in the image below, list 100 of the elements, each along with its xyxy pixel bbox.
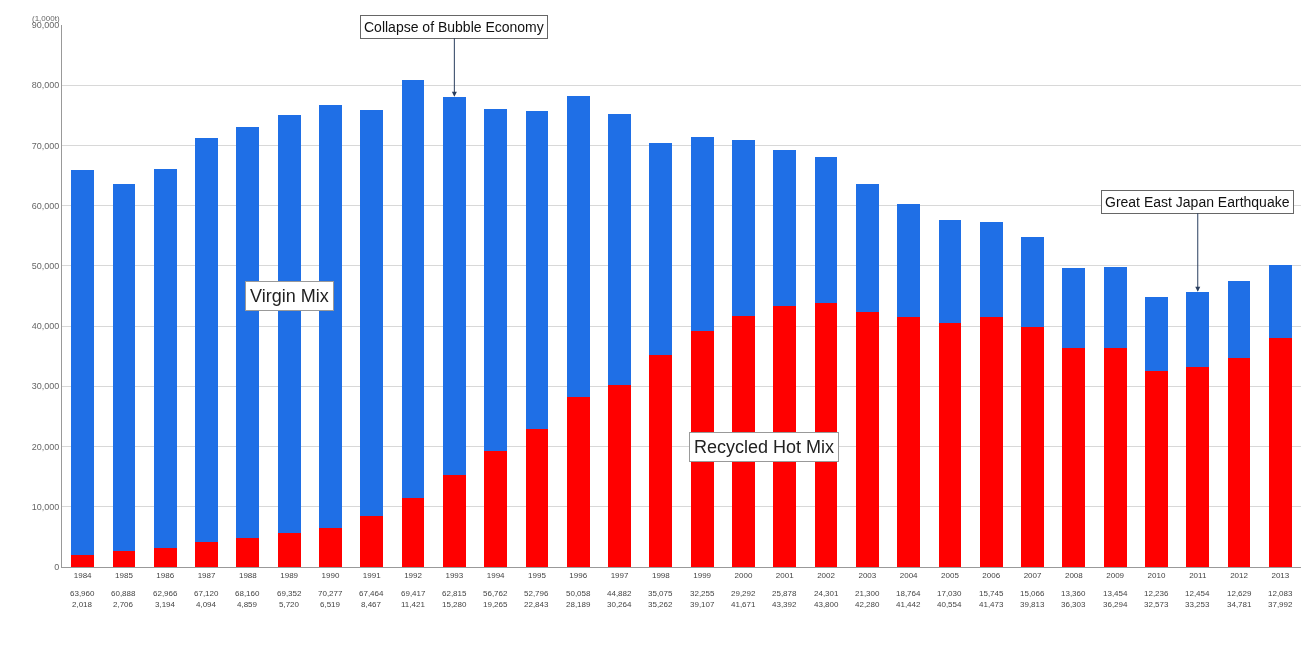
data-label: 67,120: [194, 589, 220, 598]
data-label: 34,781: [1227, 600, 1253, 609]
annotation: Collapse of Bubble Economy: [364, 19, 544, 35]
data-label: 62,966: [153, 589, 179, 598]
x-tick-label: 1992: [404, 570, 423, 580]
bar: [855, 184, 879, 313]
bar: [566, 95, 590, 398]
data-label: 30,264: [607, 600, 633, 609]
bar: [608, 114, 631, 385]
bar: [236, 537, 260, 567]
y-tick-label: 50,000: [31, 261, 60, 272]
data-label: 62,815: [442, 589, 468, 598]
bar: [277, 532, 301, 567]
bar: [1227, 357, 1251, 567]
bar: [525, 111, 549, 430]
bar: [897, 204, 921, 318]
bar: [1103, 267, 1127, 349]
x-tick-label: 2000: [734, 570, 753, 580]
data-label: 40,554: [937, 600, 963, 609]
bar: [938, 322, 962, 567]
data-label: 39,813: [1020, 600, 1046, 609]
data-label: 56,762: [483, 589, 509, 598]
data-label: 69,352: [277, 589, 303, 598]
data-label: 19,265: [483, 600, 509, 609]
data-label: 41,473: [979, 600, 1005, 609]
data-label: 18,764: [896, 589, 922, 598]
data-label: 12,083: [1268, 589, 1294, 598]
data-label: 32,255: [690, 589, 716, 598]
data-label: 41,442: [896, 600, 922, 609]
data-label: 24,301: [814, 589, 840, 598]
data-label: 4,094: [196, 600, 217, 609]
x-tick-label: 2007: [1023, 570, 1042, 580]
bar: [1268, 338, 1292, 567]
data-label: 15,280: [442, 600, 468, 609]
bar: [649, 143, 673, 355]
x-tick-label: 2004: [899, 570, 919, 580]
data-label: 35,262: [648, 600, 674, 609]
data-label: 2,018: [72, 600, 93, 609]
bar: [360, 109, 384, 517]
bar: [195, 542, 218, 567]
data-label: 11,421: [401, 600, 426, 609]
bar: [112, 550, 136, 567]
data-label: 12,454: [1185, 589, 1211, 598]
y-tick-label: 80,000: [31, 80, 60, 91]
bar: [484, 109, 508, 451]
x-tick-label: 2006: [982, 570, 1001, 580]
data-label: 8,467: [361, 600, 382, 609]
annotation: Great East Japan Earthquake: [1105, 194, 1290, 210]
data-label: 4,859: [237, 600, 258, 609]
bar: [690, 137, 714, 332]
data-label: 69,417: [401, 589, 427, 598]
x-tick-label: 1995: [528, 570, 547, 580]
data-label: 22,843: [524, 600, 550, 609]
series-label: Recycled Hot Mix: [694, 437, 835, 457]
x-tick-label: 1985: [115, 570, 134, 580]
bar: [1186, 291, 1210, 367]
x-tick-label: 2013: [1271, 570, 1290, 580]
data-label: 12,236: [1144, 589, 1170, 598]
data-label: 60,888: [111, 589, 137, 598]
x-tick-label: 1998: [651, 570, 671, 580]
x-tick-label: 1991: [362, 570, 382, 580]
data-label: 21,300: [855, 589, 881, 598]
bar: [979, 317, 1003, 567]
y-tick-label: 20,000: [31, 441, 60, 452]
bar: [938, 220, 962, 323]
bar: [1186, 366, 1210, 567]
data-label: 25,878: [772, 589, 798, 598]
bar: [442, 96, 466, 475]
bar: [1227, 281, 1251, 358]
x-tick-label: 2001: [775, 570, 795, 580]
bar: [525, 429, 549, 567]
x-tick-label: 1997: [610, 570, 629, 580]
x-tick-label: 1994: [486, 570, 506, 580]
data-label: 28,189: [566, 600, 592, 609]
bar: [195, 138, 218, 543]
bar: [484, 450, 508, 567]
x-tick-label: 2010: [1147, 570, 1166, 580]
bar: [1021, 327, 1044, 567]
x-tick-label: 2005: [941, 570, 960, 580]
data-label: 6,519: [320, 600, 341, 609]
bar: [112, 184, 136, 551]
bar: [71, 554, 95, 567]
bar: [608, 384, 631, 567]
x-tick-label: 2009: [1106, 570, 1125, 580]
data-label: 29,292: [731, 589, 757, 598]
data-label: 39,107: [690, 600, 716, 609]
x-tick-label: 1989: [280, 570, 299, 580]
bar: [319, 527, 342, 567]
y-tick-label: 40,000: [31, 321, 60, 332]
data-label: 13,454: [1103, 589, 1129, 598]
bar: [1103, 348, 1127, 567]
data-label: 35,075: [648, 589, 674, 598]
data-label: 13,360: [1061, 589, 1087, 598]
x-tick-label: 1990: [321, 570, 340, 580]
bar: [855, 312, 879, 567]
bar: [1268, 265, 1292, 339]
bar: [401, 80, 425, 499]
data-label: 70,277: [318, 589, 344, 598]
data-label: 33,253: [1185, 600, 1211, 609]
data-label: 2,706: [113, 600, 134, 609]
